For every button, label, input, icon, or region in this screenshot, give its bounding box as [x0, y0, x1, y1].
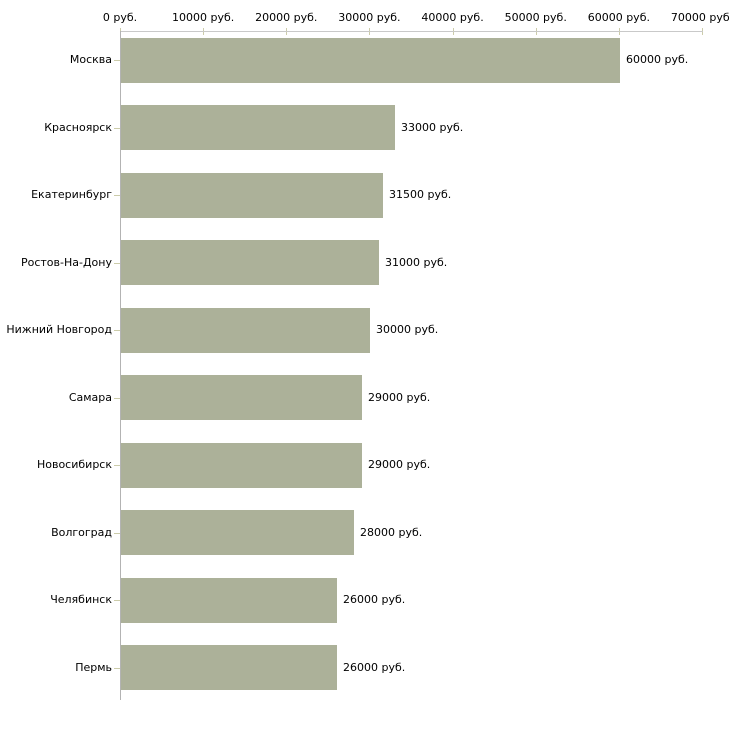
category-tick — [114, 60, 120, 61]
bar — [121, 308, 370, 353]
bar — [121, 578, 337, 623]
bar — [121, 38, 620, 83]
category-tick — [114, 195, 120, 196]
x-axis-tick-label: 20000 руб. — [255, 11, 318, 24]
value-label: 29000 руб. — [368, 391, 431, 404]
category-tick — [114, 465, 120, 466]
category-label: Челябинск — [50, 593, 112, 606]
category-tick — [114, 600, 120, 601]
bar — [121, 105, 395, 150]
category-label: Ростов-На-Дону — [20, 256, 112, 269]
bar — [121, 173, 383, 218]
category-tick — [114, 330, 120, 331]
value-label: 60000 руб. — [626, 53, 689, 66]
y-axis-line — [120, 31, 121, 700]
bar — [121, 375, 362, 420]
x-axis-tick-label: 10000 руб. — [172, 11, 235, 24]
x-axis-line — [120, 31, 703, 32]
value-label: 29000 руб. — [368, 458, 431, 471]
category-tick — [114, 398, 120, 399]
category-label: Екатеринбург — [31, 188, 112, 201]
value-label: 28000 руб. — [360, 526, 423, 539]
bar — [121, 510, 354, 555]
category-label: Красноярск — [44, 121, 112, 134]
x-axis-tick-label: 60000 руб. — [587, 11, 650, 24]
category-label: Нижний Новгород — [6, 323, 112, 336]
bar — [121, 443, 362, 488]
category-tick — [114, 533, 120, 534]
bar — [121, 645, 337, 690]
value-label: 31500 руб. — [389, 188, 452, 201]
category-tick — [114, 668, 120, 669]
value-label: 30000 руб. — [376, 323, 439, 336]
category-tick — [114, 128, 120, 129]
bar — [121, 240, 379, 285]
value-label: 26000 руб. — [343, 593, 406, 606]
category-label: Москва — [69, 53, 112, 66]
category-label: Волгоград — [51, 526, 112, 539]
category-label: Новосибирск — [36, 458, 112, 471]
category-label: Пермь — [75, 661, 112, 674]
x-axis-tick-label: 50000 руб. — [504, 11, 567, 24]
value-label: 33000 руб. — [401, 121, 464, 134]
value-label: 31000 руб. — [385, 256, 448, 269]
x-axis-tick-label: 40000 руб. — [421, 11, 484, 24]
x-axis-tick-label: 70000 руб. — [670, 11, 730, 24]
category-label: Самара — [68, 391, 112, 404]
category-tick — [114, 263, 120, 264]
value-label: 26000 руб. — [343, 661, 406, 674]
x-axis-tick-label: 0 руб. — [102, 11, 138, 24]
x-axis-tick-label: 30000 руб. — [338, 11, 401, 24]
